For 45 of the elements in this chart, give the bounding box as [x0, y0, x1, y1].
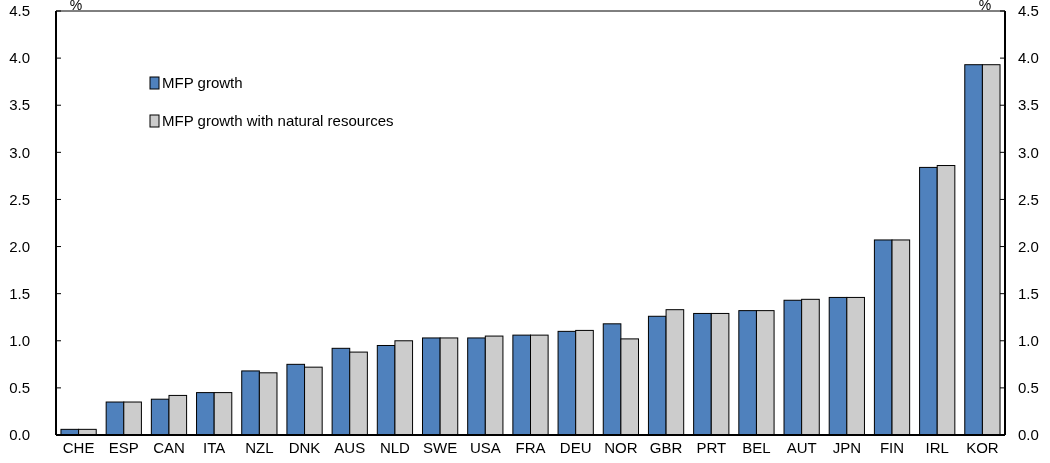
y-tick-label: 4.0 [9, 49, 30, 67]
x-tick-label: NZL [245, 439, 274, 456]
x-tick-label: SWE [423, 439, 458, 456]
y-tick-label: 4.5 [9, 2, 30, 20]
x-tick-label: USA [469, 439, 501, 456]
x-tick-label: AUS [334, 439, 366, 456]
legend-label: MFP growth with natural resources [162, 112, 394, 130]
y2-tick-label: 2.5 [1018, 190, 1039, 208]
y-tick-label: 2.0 [9, 237, 30, 255]
x-tick-label: DEU [559, 439, 592, 456]
x-tick-label: AUT [786, 439, 817, 456]
x-tick-label: CHE [62, 439, 95, 456]
x-tick-label: CAN [153, 439, 185, 456]
y2-tick-label: 4.0 [1018, 49, 1039, 67]
y-tick-label: 1.0 [9, 332, 30, 350]
y2-tick-label: 2.0 [1018, 237, 1039, 255]
x-tick-label: IRL [925, 439, 949, 456]
y2-tick-label: 1.0 [1018, 332, 1039, 350]
y-axis-title: % [69, 0, 83, 13]
x-tick-label: DNK [288, 439, 321, 456]
x-tick-label: ITA [203, 439, 226, 456]
y2-axis-title: % [978, 0, 992, 13]
y-tick-label: 1.5 [9, 284, 30, 302]
y-tick-label: 0.0 [9, 426, 30, 444]
x-tick-label: FIN [879, 439, 905, 456]
x-tick-label: ESP [108, 439, 139, 456]
y-tick-label: 3.0 [9, 143, 30, 161]
y2-tick-label: 3.0 [1018, 143, 1039, 161]
y2-tick-label: 1.5 [1018, 284, 1039, 302]
y-tick-label: 2.5 [9, 190, 30, 208]
y2-tick-label: 0.0 [1018, 426, 1039, 444]
y2-tick-label: 0.5 [1018, 379, 1039, 397]
x-tick-label: BEL [742, 439, 771, 456]
legend-label: MFP growth [162, 74, 243, 92]
y2-tick-label: 3.5 [1018, 96, 1039, 114]
y-tick-label: 3.5 [9, 96, 30, 114]
x-tick-label: KOR [966, 439, 999, 456]
y-tick-label: 0.5 [9, 379, 30, 397]
x-tick-label: FRA [515, 439, 546, 456]
x-tick-label: GBR [649, 439, 683, 456]
x-tick-label: PRT [696, 439, 727, 456]
x-tick-label: NOR [604, 439, 638, 456]
y2-tick-label: 4.5 [1018, 2, 1039, 20]
x-tick-label: NLD [379, 439, 411, 456]
x-tick-label: JPN [832, 439, 862, 456]
